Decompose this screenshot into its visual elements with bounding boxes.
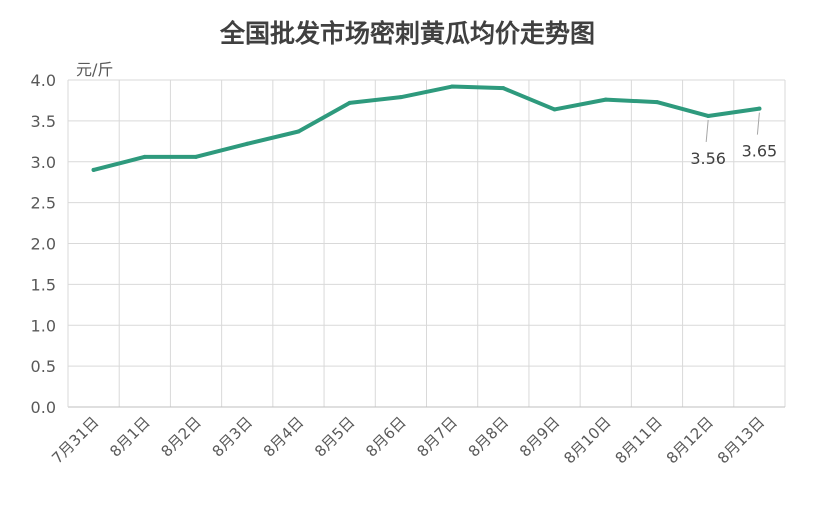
data-point bbox=[398, 95, 403, 100]
data-point bbox=[501, 86, 506, 91]
y-axis-unit-label: 元/斤 bbox=[76, 60, 113, 79]
x-tick-label: 7月31日 bbox=[48, 413, 102, 467]
data-point bbox=[245, 141, 250, 146]
x-tick-label: 8月9日 bbox=[516, 413, 563, 460]
x-tick-label: 8月12日 bbox=[663, 413, 717, 467]
x-tick-label: 8月10日 bbox=[560, 413, 614, 467]
chart-title: 全国批发市场密刺黄瓜均价走势图 bbox=[219, 19, 595, 48]
x-tick-label: 8月5日 bbox=[311, 413, 358, 460]
x-tick-label: 8月2日 bbox=[157, 413, 204, 460]
data-point bbox=[552, 107, 557, 112]
data-point bbox=[194, 154, 199, 159]
y-tick-label: 3.5 bbox=[31, 112, 56, 131]
x-tick-label: 8月4日 bbox=[260, 413, 307, 460]
y-tick-label: 1.5 bbox=[31, 275, 56, 294]
y-tick-label: 3.0 bbox=[31, 153, 56, 172]
data-point bbox=[603, 97, 608, 102]
label-layer: 3.56 3.65 bbox=[690, 112, 778, 168]
x-tick-label: 8月13日 bbox=[714, 413, 768, 467]
y-tick-label: 0.5 bbox=[31, 357, 56, 376]
y-tick-label: 2.5 bbox=[31, 194, 56, 213]
data-point bbox=[654, 100, 659, 105]
data-label: 3.56 bbox=[690, 149, 726, 168]
y-tick-label: 0.0 bbox=[31, 398, 56, 417]
data-point bbox=[757, 106, 762, 111]
x-tick-label: 8月6日 bbox=[362, 413, 409, 460]
data-point bbox=[142, 154, 147, 159]
data-label: 3.65 bbox=[742, 142, 778, 161]
data-point bbox=[91, 167, 96, 172]
x-tick-label: 8月11日 bbox=[612, 413, 666, 467]
series-line bbox=[91, 84, 762, 172]
axes: 0.0 0.5 1.0 1.5 2.0 2.5 3.0 3.5 4.0 7月31日 8月1日 8月2日… bbox=[31, 71, 785, 467]
data-label-leader bbox=[756, 112, 760, 135]
series-layer bbox=[91, 84, 762, 172]
data-point bbox=[296, 129, 301, 134]
data-point bbox=[706, 113, 711, 118]
y-tick-label: 4.0 bbox=[31, 71, 56, 90]
grid-lines bbox=[67, 79, 786, 408]
x-tick-label: 8月7日 bbox=[413, 413, 460, 460]
x-tick-label: 8月3日 bbox=[209, 413, 256, 460]
data-point bbox=[450, 84, 455, 89]
data-label-leader bbox=[705, 119, 709, 143]
x-tick-label: 8月8日 bbox=[465, 413, 512, 460]
y-tick-label: 1.0 bbox=[31, 316, 56, 335]
x-tick-label: 8月1日 bbox=[106, 413, 153, 460]
y-tick-label: 2.0 bbox=[31, 235, 56, 254]
data-point bbox=[347, 100, 352, 105]
